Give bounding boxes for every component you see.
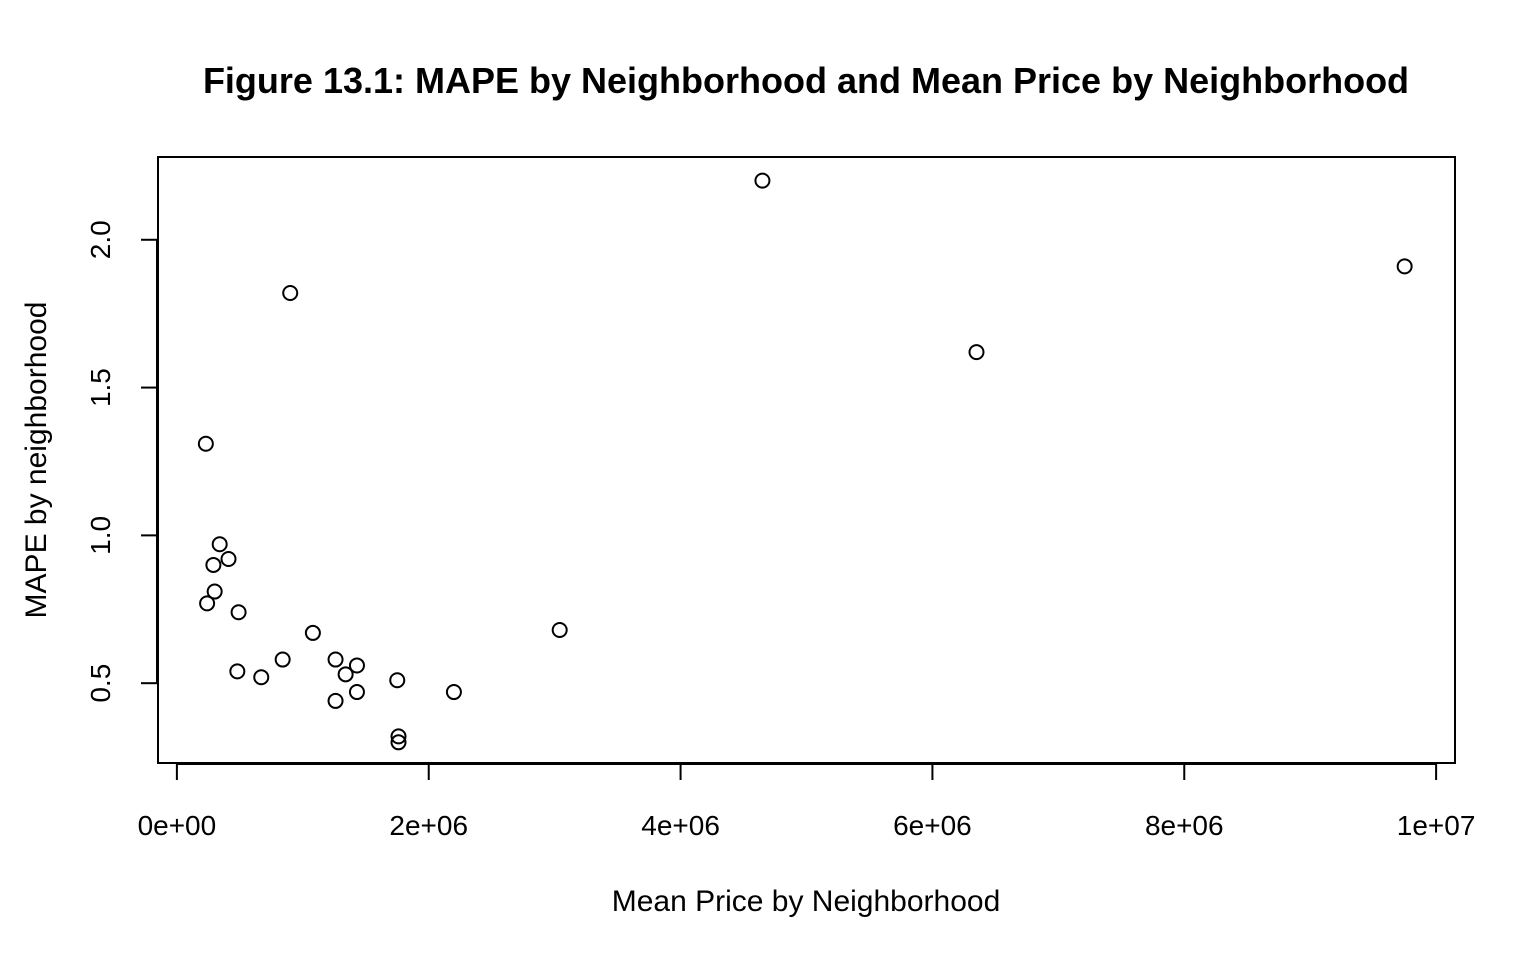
data-points bbox=[197, 172, 1413, 751]
x-tick-label: 2e+06 bbox=[389, 810, 468, 841]
data-point bbox=[220, 551, 237, 568]
data-point bbox=[389, 672, 406, 689]
data-point bbox=[304, 624, 321, 641]
data-point bbox=[968, 344, 985, 361]
y-axis: 0.5 1.0 1.5 2.0 bbox=[85, 220, 158, 703]
data-point bbox=[551, 621, 568, 638]
y-axis-label: MAPE by neighborhood bbox=[20, 302, 53, 619]
x-tick-label: 6e+06 bbox=[893, 810, 972, 841]
data-point bbox=[327, 692, 344, 709]
data-point bbox=[274, 651, 291, 668]
x-tick-label: 0e+00 bbox=[138, 810, 217, 841]
data-point bbox=[348, 684, 365, 701]
y-tick-label: 1.0 bbox=[85, 516, 116, 555]
data-point bbox=[199, 595, 216, 612]
data-point bbox=[211, 536, 228, 553]
data-point bbox=[348, 657, 365, 674]
x-tick-label: 8e+06 bbox=[1145, 810, 1224, 841]
data-point bbox=[754, 172, 771, 189]
data-point bbox=[390, 728, 407, 745]
data-point bbox=[253, 669, 270, 686]
data-point bbox=[229, 663, 246, 680]
data-point bbox=[445, 684, 462, 701]
x-tick-label: 1e+07 bbox=[1397, 810, 1476, 841]
chart-title: Figure 13.1: MAPE by Neighborhood and Me… bbox=[203, 60, 1409, 101]
data-point bbox=[282, 284, 299, 301]
data-point bbox=[206, 583, 223, 600]
data-point bbox=[197, 435, 214, 452]
x-axis: 0e+00 2e+06 4e+06 6e+06 8e+06 1e+07 bbox=[138, 763, 1476, 841]
y-tick-label: 2.0 bbox=[85, 220, 116, 259]
data-point bbox=[205, 556, 222, 573]
y-tick-label: 1.5 bbox=[85, 368, 116, 407]
data-point bbox=[1396, 258, 1413, 275]
x-tick-label: 4e+06 bbox=[641, 810, 720, 841]
data-point bbox=[327, 651, 344, 668]
y-tick-label: 0.5 bbox=[85, 664, 116, 703]
x-axis-label: Mean Price by Neighborhood bbox=[612, 885, 1001, 918]
data-point bbox=[337, 666, 354, 683]
data-point bbox=[390, 734, 407, 751]
data-point bbox=[230, 604, 247, 621]
